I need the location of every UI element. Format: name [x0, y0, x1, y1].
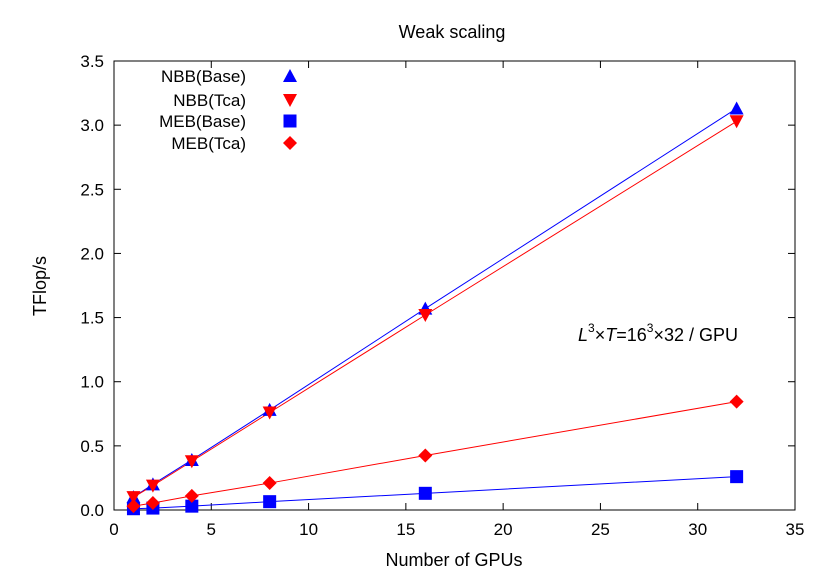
legend-label: NBB(Tca) — [173, 91, 246, 110]
annotation: L3×T=163×32 / GPU — [578, 321, 738, 345]
series-lines — [133, 108, 737, 510]
data-point — [730, 470, 744, 484]
y-axis-title: TFlop/s — [30, 256, 50, 316]
data-point — [418, 486, 432, 500]
x-tick-label: 30 — [688, 520, 707, 539]
legend-label: MEB(Tca) — [171, 134, 246, 153]
y-tick-label: 0.0 — [80, 501, 104, 520]
y-tick-label: 2.5 — [80, 180, 104, 199]
x-tick-label: 15 — [396, 520, 415, 539]
y-tick-label: 1.0 — [80, 373, 104, 392]
series-line-2 — [133, 476, 737, 510]
series-markers — [126, 101, 744, 516]
x-tick-label: 35 — [786, 520, 805, 539]
plot-frame — [113, 60, 796, 511]
y-tick-label: 1.5 — [80, 309, 104, 328]
series-line-1 — [133, 120, 737, 498]
axes: 0 5 10 15 20 25 30 35 0.0 0.5 1.0 1.5 2.0 2.5 3.0 3.5 — [80, 52, 804, 539]
y-tick-label: 3.5 — [80, 52, 104, 71]
data-point — [262, 476, 277, 491]
chart-title: Weak scaling — [399, 22, 506, 42]
legend-marker — [283, 69, 297, 82]
data-point — [729, 115, 744, 129]
legend-marker — [283, 114, 297, 128]
data-point — [145, 479, 160, 493]
y-tick-label: 3.0 — [80, 116, 104, 135]
legend-label: NBB(Base) — [161, 67, 246, 86]
data-point — [126, 491, 141, 505]
data-point — [418, 448, 433, 463]
legend-label: MEB(Base) — [159, 112, 246, 131]
data-point — [145, 495, 160, 510]
data-point — [185, 499, 199, 513]
x-axis-title: Number of GPUs — [385, 550, 522, 570]
x-tick-label: 0 — [109, 520, 118, 539]
data-point — [262, 406, 277, 420]
y-tick-label: 0.5 — [80, 437, 104, 456]
data-point — [263, 495, 277, 509]
x-tick-label: 10 — [299, 520, 318, 539]
series-line-3 — [133, 401, 737, 507]
y-tick-label: 2.0 — [80, 244, 104, 263]
data-point — [126, 499, 141, 514]
x-tick-label: 5 — [207, 520, 216, 539]
x-tick-label: 25 — [591, 520, 610, 539]
legend-marker — [283, 94, 297, 107]
legend-marker — [283, 136, 297, 150]
data-point — [184, 455, 199, 469]
data-point — [418, 309, 433, 323]
data-point — [184, 488, 199, 503]
x-tick-label: 20 — [494, 520, 513, 539]
series-line-0 — [133, 108, 737, 498]
data-point — [729, 394, 744, 409]
legend: NBB(Base) NBB(Tca) MEB(Base) MEB(Tca) — [159, 67, 297, 153]
data-point — [729, 101, 744, 115]
